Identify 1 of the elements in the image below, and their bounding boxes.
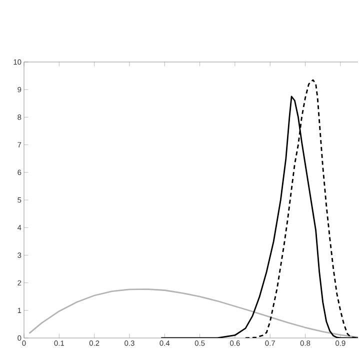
line-series [28, 288, 358, 338]
